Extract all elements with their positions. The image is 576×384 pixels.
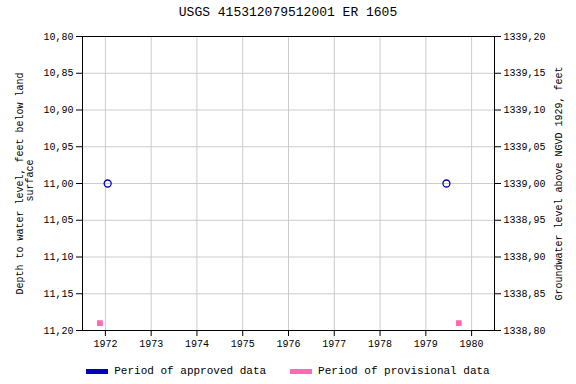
svg-text:10,90: 10,90 bbox=[43, 105, 73, 116]
svg-text:1976: 1976 bbox=[276, 339, 300, 350]
svg-text:1978: 1978 bbox=[368, 339, 392, 350]
svg-text:1339,20: 1339,20 bbox=[504, 32, 546, 43]
svg-text:1339,00: 1339,00 bbox=[504, 179, 546, 190]
svg-text:11,05: 11,05 bbox=[43, 215, 73, 226]
html-text:USGS 415312079512001 ER 1605: USGS 415312079512001 ER 1605 bbox=[178, 5, 398, 20]
svg-text:10,85: 10,85 bbox=[43, 68, 73, 79]
svg-text:Groundwater level above NGVD 1: Groundwater level above NGVD 1929, feet bbox=[554, 66, 565, 300]
svg-text:1338,80: 1338,80 bbox=[504, 326, 546, 337]
svg-text:11,00: 11,00 bbox=[43, 179, 73, 190]
svg-text:1338,95: 1338,95 bbox=[504, 215, 546, 226]
svg-text:1977: 1977 bbox=[322, 339, 346, 350]
svg-text:1338,85: 1338,85 bbox=[504, 289, 546, 300]
svg-text:1975: 1975 bbox=[231, 339, 255, 350]
svg-text:1339,15: 1339,15 bbox=[504, 68, 546, 79]
html-text:Period of approved data: Period of approved data bbox=[114, 365, 267, 377]
svg-text:Depth to water level, feet bel: Depth to water level, feet below land su… bbox=[15, 72, 36, 294]
svg-text:1339,10: 1339,10 bbox=[504, 105, 546, 116]
svg-text:1339,05: 1339,05 bbox=[504, 142, 546, 153]
svg-text:1974: 1974 bbox=[185, 339, 209, 350]
svg-text:1980: 1980 bbox=[460, 339, 484, 350]
svg-text:10,80: 10,80 bbox=[43, 32, 73, 43]
svg-text:11,10: 11,10 bbox=[43, 252, 73, 263]
svg-text:1979: 1979 bbox=[414, 339, 438, 350]
svg-text:1973: 1973 bbox=[139, 339, 163, 350]
svg-text:10,95: 10,95 bbox=[43, 142, 73, 153]
svg-text:1338,90: 1338,90 bbox=[504, 252, 546, 263]
svg-text:11,15: 11,15 bbox=[43, 289, 73, 300]
svg-text:11,20: 11,20 bbox=[43, 326, 73, 337]
html-text:Period of provisional data: Period of provisional data bbox=[318, 365, 490, 377]
svg-text:1972: 1972 bbox=[93, 339, 117, 350]
